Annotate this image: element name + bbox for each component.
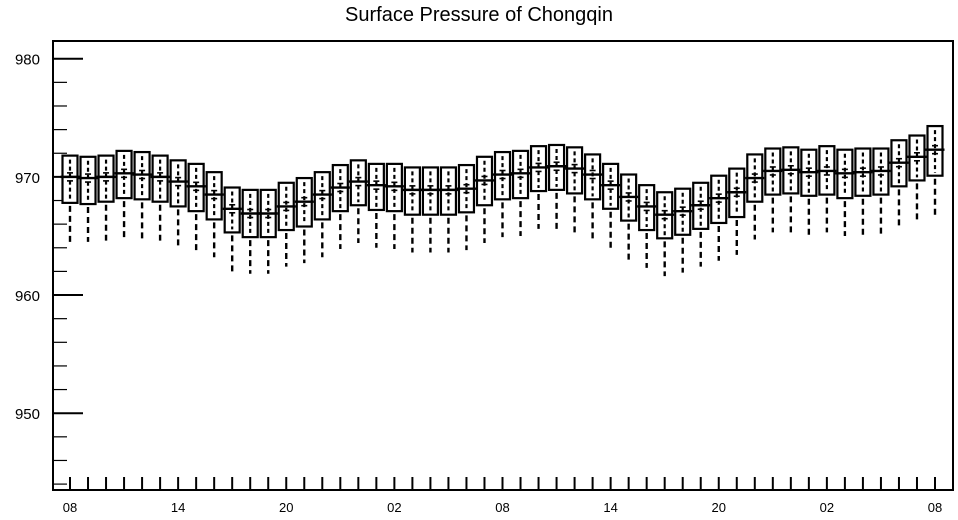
box-14 [312, 171, 332, 258]
box-34 [673, 187, 693, 273]
y-tick-label: 980 [15, 52, 40, 69]
box-21 [438, 166, 458, 253]
box-44 [853, 147, 873, 235]
box-iqr [367, 162, 385, 212]
box-30 [601, 162, 621, 248]
box-18 [384, 162, 404, 249]
box-35 [691, 181, 711, 267]
box-22 [456, 163, 476, 251]
box-5 [150, 154, 170, 241]
box-47 [907, 134, 927, 220]
plot-frame [52, 40, 954, 491]
box-20 [420, 166, 440, 253]
box-15 [330, 163, 350, 249]
chart-title: Surface Pressure of Chongqin [345, 4, 613, 26]
x-tick-label: 14 [603, 500, 617, 515]
box-iqr [97, 154, 115, 203]
box-48 [925, 124, 945, 215]
box-13 [294, 176, 314, 264]
box-3 [114, 149, 134, 238]
x-tick-label: 08 [928, 500, 942, 515]
y-tick-label: 960 [15, 288, 40, 305]
box-1 [78, 155, 98, 242]
box-36 [709, 174, 729, 261]
box-29 [583, 153, 603, 239]
box-38 [745, 153, 765, 240]
box-11 [258, 188, 278, 274]
x-tick-label: 20 [712, 500, 726, 515]
box-iqr [169, 159, 187, 208]
box-28 [565, 146, 585, 233]
box-25 [511, 149, 531, 236]
box-7 [186, 162, 206, 251]
box-41 [799, 148, 819, 235]
box-19 [402, 166, 422, 253]
box-39 [763, 147, 783, 233]
y-tick-label: 950 [15, 406, 40, 423]
x-tick-label: 14 [171, 500, 185, 515]
box-12 [276, 181, 296, 267]
box-4 [132, 150, 152, 239]
box-46 [889, 139, 909, 226]
box-26 [529, 145, 549, 229]
box-series [60, 124, 945, 277]
box-9 [222, 186, 242, 272]
box-24 [493, 150, 512, 238]
box-17 [366, 162, 386, 248]
box-iqr [565, 146, 584, 195]
box-iqr [79, 155, 97, 206]
box-16 [348, 159, 368, 244]
box-6 [168, 159, 188, 246]
box-32 [637, 184, 657, 268]
y-tick-label: 970 [15, 170, 40, 187]
box-42 [817, 145, 837, 233]
box-23 [474, 155, 494, 244]
box-10 [240, 188, 260, 274]
box-43 [835, 148, 855, 236]
x-tick-label: 08 [495, 500, 509, 515]
x-tick-label: 02 [387, 500, 401, 515]
box-iqr [61, 154, 79, 204]
box-2 [96, 154, 116, 241]
y-axis: 950 960 970 980 [15, 52, 83, 485]
box-8 [204, 171, 224, 258]
x-tick-label: 02 [820, 500, 834, 515]
x-tick-label: 08 [63, 500, 77, 515]
box-iqr [584, 153, 602, 201]
box-40 [781, 146, 801, 233]
x-tick-label: 20 [279, 500, 293, 515]
box-45 [871, 147, 891, 234]
box-iqr [151, 154, 169, 203]
box-27 [547, 143, 567, 229]
box-37 [727, 167, 747, 255]
box-33 [655, 191, 675, 277]
x-axis: 08 14 20 02 08 14 20 02 08 [63, 477, 942, 515]
box-0 [60, 154, 80, 242]
box-31 [619, 173, 639, 260]
